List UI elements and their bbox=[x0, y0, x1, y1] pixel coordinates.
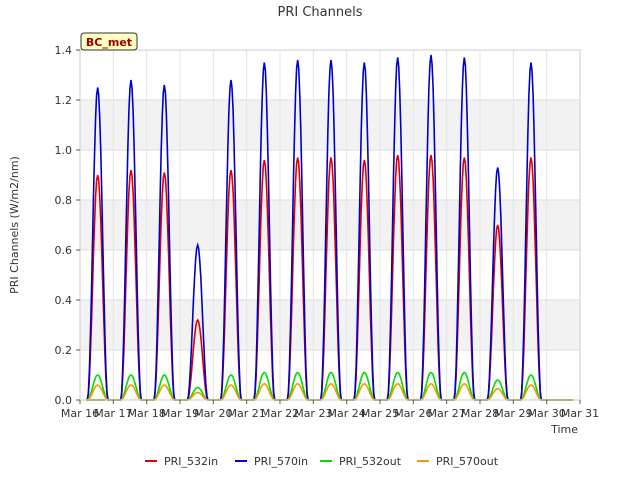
y-tick-label: 0.2 bbox=[55, 344, 73, 357]
y-tick-label: 1.0 bbox=[55, 144, 73, 157]
legend-label: PRI_570in bbox=[254, 455, 308, 468]
legend: PRI_532in PRI_570in PRI_532out PRI_570out bbox=[145, 455, 499, 468]
x-tick-label: Mar 24 bbox=[328, 407, 366, 420]
y-tick-label: 0.4 bbox=[55, 294, 73, 307]
legend-label: PRI_570out bbox=[436, 455, 499, 468]
background-band bbox=[80, 200, 580, 250]
y-tick-label: 0.6 bbox=[55, 244, 73, 257]
x-tick-label: Mar 22 bbox=[261, 407, 299, 420]
background-band bbox=[80, 100, 580, 150]
x-tick-label: Mar 17 bbox=[94, 407, 132, 420]
x-tick-label: Mar 16 bbox=[61, 407, 99, 420]
y-axis-label: PRI Channels (W/m2/nm) bbox=[8, 156, 21, 294]
annotation-label: BC_met bbox=[86, 36, 132, 49]
legend-label: PRI_532in bbox=[164, 455, 218, 468]
x-axis-label: Time bbox=[550, 423, 578, 436]
x-tick-label: Mar 29 bbox=[494, 407, 532, 420]
x-tick-label: Mar 19 bbox=[161, 407, 199, 420]
plot-frame bbox=[79, 49, 581, 401]
y-tick-label: 0.0 bbox=[55, 394, 73, 407]
legend-label: PRI_532out bbox=[339, 455, 402, 468]
x-tick-label: Mar 20 bbox=[194, 407, 232, 420]
x-tick-label: Mar 21 bbox=[228, 407, 266, 420]
y-tick-label: 1.2 bbox=[55, 94, 73, 107]
x-tick-label: Mar 18 bbox=[128, 407, 166, 420]
annotation-box: BC_met bbox=[80, 32, 138, 51]
y-tick-label: 0.8 bbox=[55, 194, 73, 207]
x-tick-label: Mar 28 bbox=[461, 407, 499, 420]
background-band bbox=[80, 250, 580, 300]
x-tick-label: Mar 30 bbox=[528, 407, 566, 420]
x-tick-label: Mar 26 bbox=[394, 407, 432, 420]
y-tick-label: 1.4 bbox=[55, 44, 73, 57]
x-tick-label: Mar 25 bbox=[361, 407, 399, 420]
x-tick-label: Mar 31 bbox=[561, 407, 599, 420]
chart-title: PRI Channels bbox=[278, 5, 363, 20]
x-tick-label: Mar 27 bbox=[428, 407, 466, 420]
x-tick-label: Mar 23 bbox=[294, 407, 332, 420]
background-band bbox=[80, 300, 580, 350]
